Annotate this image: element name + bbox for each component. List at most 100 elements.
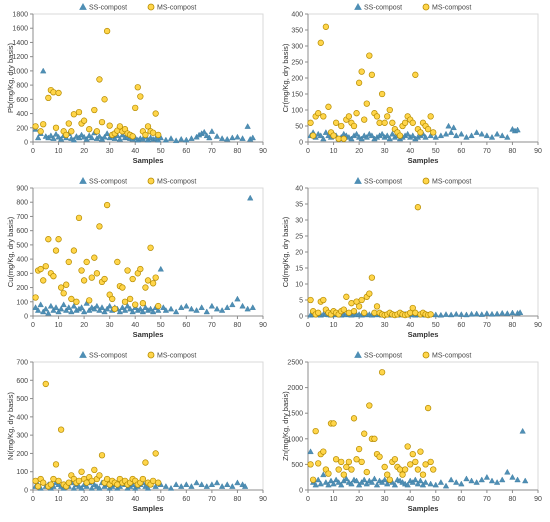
data-point-ms bbox=[88, 477, 95, 485]
data-point-ms bbox=[412, 309, 419, 316]
plot-area bbox=[32, 13, 264, 143]
data-point-ss bbox=[315, 476, 322, 483]
data-point-ms bbox=[381, 119, 388, 126]
data-point-ms bbox=[114, 258, 121, 266]
y-tick-label: 2500 bbox=[287, 360, 303, 367]
data-point-ss bbox=[183, 136, 190, 143]
x-tick-label: 20 bbox=[355, 148, 363, 155]
data-point-ms bbox=[91, 254, 98, 261]
data-point-ss bbox=[162, 307, 170, 313]
data-point-ss bbox=[45, 309, 52, 316]
data-point-ms bbox=[340, 471, 347, 478]
data-point-ss bbox=[241, 483, 249, 489]
y-tick-label: 1500 bbox=[287, 411, 303, 418]
data-point-ms bbox=[335, 135, 342, 142]
data-point-ss bbox=[83, 483, 90, 489]
legend-ss-marker bbox=[354, 350, 362, 358]
data-point-ss bbox=[96, 307, 103, 313]
y-tick-label: 200 bbox=[16, 125, 28, 132]
legend-ms-label: MS-compost bbox=[432, 179, 471, 186]
legend-ss-marker bbox=[79, 350, 87, 358]
x-tick-label: 40 bbox=[131, 148, 139, 155]
data-point-ss bbox=[249, 134, 256, 141]
data-point-ss bbox=[447, 129, 455, 135]
data-point-ss bbox=[157, 265, 164, 272]
data-point-ss bbox=[361, 476, 368, 483]
y-tick-label: 400 bbox=[16, 257, 28, 264]
data-point-ss bbox=[93, 302, 101, 309]
y-tick-label: 1800 bbox=[12, 12, 28, 19]
data-point-ss bbox=[488, 310, 496, 317]
data-point-ss bbox=[463, 133, 470, 140]
data-point-ss bbox=[453, 132, 460, 139]
data-point-ss bbox=[103, 130, 111, 136]
data-point-ss bbox=[320, 471, 327, 478]
data-point-ss bbox=[414, 480, 422, 487]
y-tick-label: 600 bbox=[16, 378, 28, 385]
data-point-ms bbox=[52, 124, 60, 131]
legend-ss-marker bbox=[354, 2, 362, 10]
data-point-ss bbox=[50, 307, 57, 313]
y-tick-label: 30 bbox=[295, 218, 303, 225]
data-point-ss bbox=[172, 308, 180, 315]
data-point-ms bbox=[70, 247, 78, 254]
data-point-ss bbox=[63, 307, 70, 313]
data-point-ss bbox=[188, 483, 195, 489]
data-point-ss bbox=[409, 132, 416, 139]
data-point-ms bbox=[155, 302, 162, 310]
data-point-ss bbox=[57, 305, 65, 312]
data-point-ms bbox=[353, 110, 360, 117]
data-point-ms bbox=[335, 466, 342, 473]
data-point-ms bbox=[368, 71, 376, 78]
x-tick-label: 10 bbox=[55, 148, 63, 155]
x-tick-label: 50 bbox=[432, 496, 440, 503]
data-point-ms bbox=[309, 132, 317, 139]
y-tick-label: 1000 bbox=[12, 68, 28, 75]
data-point-ss bbox=[188, 305, 195, 312]
x-tick-label: 80 bbox=[509, 322, 517, 329]
data-point-ms bbox=[350, 122, 358, 130]
x-axis-label: Samples bbox=[408, 330, 439, 339]
data-point-ss bbox=[312, 481, 319, 488]
x-tick-label: 90 bbox=[259, 322, 267, 329]
data-point-ss bbox=[98, 304, 106, 310]
data-point-ms bbox=[381, 463, 388, 471]
legend-ms-marker bbox=[422, 351, 430, 359]
data-point-ss bbox=[478, 311, 485, 317]
x-tick-label: 10 bbox=[330, 496, 338, 503]
data-point-ss bbox=[509, 473, 516, 480]
data-point-ms bbox=[83, 479, 90, 486]
data-point-ss bbox=[96, 484, 103, 491]
data-point-ss bbox=[317, 132, 324, 139]
data-point-ss bbox=[149, 308, 157, 315]
data-point-ms bbox=[307, 296, 314, 304]
data-point-ss bbox=[224, 135, 231, 142]
data-point-ss bbox=[509, 309, 516, 316]
data-point-ms bbox=[103, 475, 111, 483]
data-point-ms bbox=[414, 466, 422, 473]
data-point-ss bbox=[167, 135, 175, 141]
data-point-ss bbox=[412, 476, 419, 483]
data-point-ms bbox=[315, 309, 322, 316]
x-tick-label: 70 bbox=[208, 496, 216, 503]
chart-panel-5: 0 10 20 30 40 50 60 70 80 90 0 100 200 300 400 500 600 70… bbox=[6, 350, 267, 513]
data-point-ms bbox=[361, 116, 368, 123]
data-point-ms bbox=[132, 301, 139, 308]
data-point-ms bbox=[404, 443, 411, 450]
data-point-ss bbox=[203, 308, 210, 315]
data-point-ss bbox=[358, 135, 365, 142]
y-tick-label: 500 bbox=[16, 396, 28, 403]
data-point-ms bbox=[42, 380, 49, 388]
x-tick-label: 10 bbox=[55, 322, 63, 329]
data-point-ss bbox=[514, 476, 521, 483]
data-point-ms bbox=[75, 214, 83, 222]
x-tick-label: 60 bbox=[182, 496, 190, 503]
data-point-ms bbox=[63, 131, 70, 139]
x-tick-label: 40 bbox=[131, 322, 139, 329]
data-point-ms bbox=[126, 295, 134, 303]
data-point-ms bbox=[307, 119, 314, 126]
data-point-ms bbox=[315, 460, 322, 467]
data-point-ss bbox=[42, 305, 49, 312]
data-point-ss bbox=[68, 308, 75, 315]
x-tick-label: 40 bbox=[406, 148, 414, 155]
